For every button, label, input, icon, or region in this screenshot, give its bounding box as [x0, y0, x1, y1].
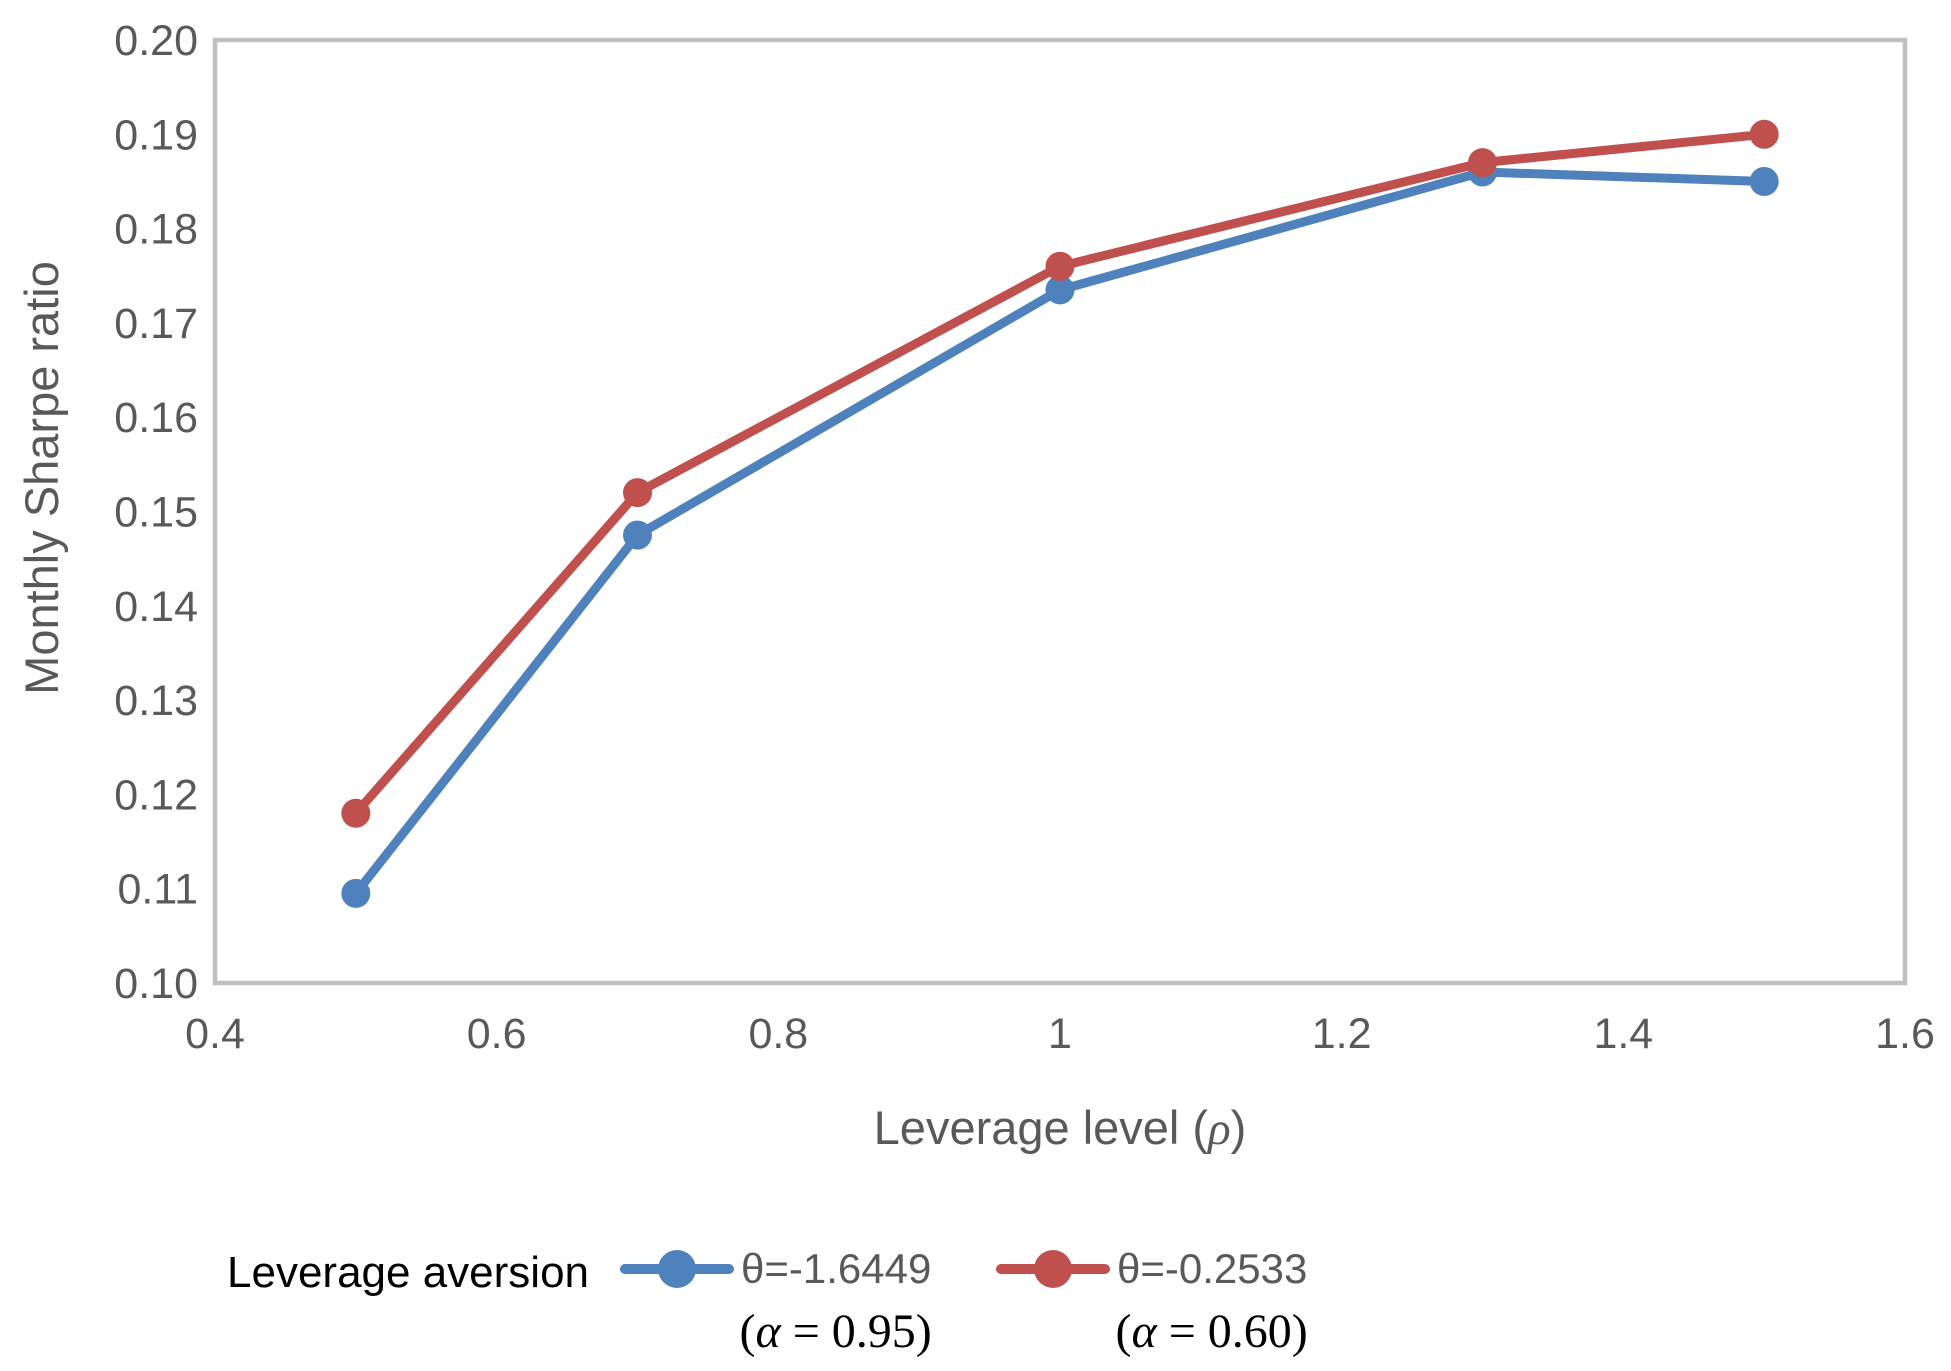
series1-sublabel-value: = 0.95)	[780, 1305, 932, 1358]
series1-sublabel-open: (	[739, 1305, 756, 1358]
data-point-series1	[1749, 166, 1779, 196]
y-tick-label: 0.20	[114, 17, 198, 65]
plot-frame	[212, 37, 1908, 986]
data-point-series2	[1749, 119, 1779, 149]
data-point-series2	[623, 478, 652, 508]
series2-sublabel-value: = 0.60)	[1156, 1305, 1308, 1358]
data-point-series1	[623, 520, 652, 550]
series2-sublabel: (α = 0.60)	[1116, 1304, 1308, 1359]
y-tick-label: 0.10	[114, 960, 198, 1008]
data-point-series2	[341, 798, 371, 828]
y-tick-label: 0.19	[114, 111, 198, 159]
y-tick-label: 0.14	[114, 583, 198, 631]
y-tick-label: 0.18	[114, 206, 198, 254]
x-tick-label: 1.4	[1593, 1010, 1653, 1058]
series-line-2	[351, 129, 1769, 818]
series2-label: θ=-0.2533	[1117, 1245, 1308, 1292]
x-tick-label: 1.2	[1312, 1010, 1372, 1058]
x-axis-title-close: )	[1230, 1101, 1247, 1154]
legend-entry-series2-row: θ=-0.2533	[996, 1238, 1307, 1300]
legend-entry-series2: θ=-0.2533 (α = 0.60)	[996, 1238, 1308, 1359]
y-tick-label: 0.12	[114, 771, 198, 819]
series1-label: θ=-1.6449	[741, 1245, 932, 1292]
legend-title: Leverage aversion	[227, 1248, 590, 1297]
alpha-symbol: α	[1131, 1305, 1157, 1358]
series1-legend-dot	[658, 1250, 696, 1288]
y-tick-label: 0.17	[114, 300, 198, 348]
x-axis-title-text: Leverage level (	[873, 1101, 1209, 1154]
data-point-series2	[1045, 251, 1075, 281]
legend-entry-series1-row: θ=-1.6449	[620, 1238, 931, 1300]
series2-sublabel-open: (	[1115, 1305, 1132, 1358]
y-tick-label: 0.13	[114, 677, 198, 725]
x-tick-label: 0.6	[467, 1010, 527, 1058]
series1-sublabel: (α = 0.95)	[740, 1304, 932, 1359]
series2-legend-marker	[996, 1249, 1110, 1289]
y-axis-title: Monthly Sharpe ratio	[15, 261, 68, 695]
legend-entry-series1: θ=-1.6449 (α = 0.95)	[620, 1238, 932, 1359]
x-tick-label: 1.6	[1875, 1010, 1935, 1058]
rho-symbol: ρ	[1208, 1103, 1231, 1155]
series2-legend-dot	[1034, 1250, 1072, 1288]
y-tick-label: 0.16	[114, 394, 198, 442]
data-point-series1	[341, 878, 371, 908]
legend: Leverage aversion θ=-1.6449 (α = 0.95) θ…	[0, 1238, 1951, 1371]
data-point-series1	[1045, 275, 1075, 305]
alpha-symbol: α	[755, 1305, 781, 1358]
x-tick-label: 1	[1048, 1010, 1072, 1058]
y-tick-label: 0.11	[118, 866, 199, 914]
y-tick-label: 0.15	[114, 489, 198, 537]
data-point-series2	[1468, 148, 1497, 178]
series1-legend-marker	[620, 1249, 734, 1289]
x-tick-label: 0.8	[748, 1010, 808, 1058]
x-tick-label: 0.4	[185, 1010, 245, 1058]
x-axis-title: Leverage level (ρ)	[215, 1100, 1905, 1156]
